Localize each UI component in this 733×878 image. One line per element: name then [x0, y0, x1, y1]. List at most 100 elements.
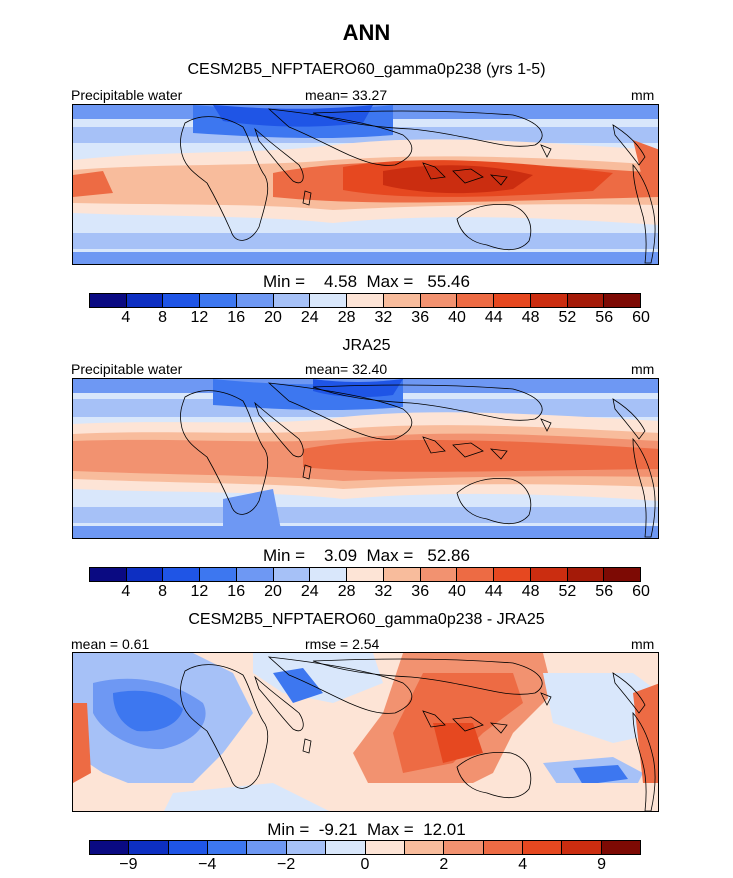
- panel-2-map: [72, 378, 659, 539]
- panel-1-map-svg: [73, 105, 658, 264]
- colorbar-tick-label: −4: [198, 856, 217, 873]
- colorbar-tick-label: 36: [411, 583, 430, 600]
- colorbar-tick-label: 12: [190, 583, 209, 600]
- panel-3-minmax: Min = -9.21 Max = 12.01: [267, 820, 466, 839]
- colorbar-swatch: [420, 568, 458, 581]
- colorbar-swatch: [310, 294, 348, 307]
- colorbar-tick-label: 44: [484, 309, 503, 326]
- colorbar-swatch: [383, 294, 421, 307]
- colorbar-swatch: [457, 294, 495, 307]
- colorbar-tick-label: 24: [300, 583, 319, 600]
- panel-3-rmse-label: rmse = 2.54: [305, 636, 380, 652]
- panel-1-units: mm: [631, 87, 655, 103]
- colorbar-swatch: [420, 294, 458, 307]
- colorbar-tick-label: 16: [227, 309, 246, 326]
- colorbar-tick-label: 28: [337, 583, 356, 600]
- panel-2-map-svg: [73, 379, 658, 538]
- colorbar-tick-label: −9: [119, 856, 138, 873]
- panel-2-units: mm: [631, 361, 655, 377]
- colorbar-tick-label: 52: [558, 309, 577, 326]
- colorbar-swatch: [494, 294, 531, 307]
- colorbar-tick-label: 56: [595, 583, 614, 600]
- colorbar-tick-label: 60: [632, 583, 650, 600]
- panel-2-mean-label: mean= 32.40: [305, 361, 388, 377]
- colorbar-swatch: [90, 568, 127, 581]
- colorbar-tick-label: 40: [448, 583, 466, 600]
- colorbar-swatch: [310, 568, 348, 581]
- colorbar-tick-label: 0: [360, 856, 370, 873]
- colorbar-swatch: [365, 841, 405, 854]
- colorbar-tick-label: −2: [277, 856, 296, 873]
- colorbar-tick-label: 48: [521, 583, 540, 600]
- colorbar-tick-label: 4: [121, 309, 131, 326]
- colorbar-swatch: [326, 841, 366, 854]
- colorbar-swatch: [200, 568, 237, 581]
- panel-2-minmax: Min = 3.09 Max = 52.86: [263, 546, 470, 565]
- colorbar-tick-label: 4: [518, 856, 528, 873]
- colorbar-tick-label: 9: [597, 856, 607, 873]
- colorbar-swatch: [567, 568, 605, 581]
- colorbar-swatch: [90, 294, 127, 307]
- colorbar-swatch: [604, 568, 641, 581]
- panel-1-mean-label: mean= 33.27: [305, 87, 388, 103]
- colorbar-swatch: [247, 841, 287, 854]
- colorbar-tick-label: 28: [337, 309, 356, 326]
- colorbar-tick-label: 12: [190, 309, 209, 326]
- colorbar-swatch: [286, 841, 327, 854]
- colorbar-tick-label: 8: [158, 583, 168, 600]
- colorbar-swatch: [444, 841, 484, 854]
- colorbar-swatch: [126, 568, 164, 581]
- colorbar-swatch: [126, 294, 164, 307]
- panel-2-colorbar: [89, 567, 641, 582]
- colorbar-tick-label: 32: [374, 583, 393, 600]
- colorbar-tick-label: 40: [448, 309, 466, 326]
- panel-2-title: JRA25: [342, 337, 391, 354]
- panel-3-title: CESM2B5_NFPTAERO60_gamma0p238 - JRA25: [188, 611, 545, 628]
- colorbar-tick-label: 44: [484, 583, 503, 600]
- colorbar-swatch: [604, 294, 641, 307]
- colorbar-tick-label: 36: [411, 309, 430, 326]
- panel-1-variable-label: Precipitable water: [71, 87, 183, 103]
- colorbar-tick-label: 24: [300, 309, 319, 326]
- figure-title: ANN: [342, 20, 391, 45]
- colorbar-swatch: [530, 568, 568, 581]
- panel-1-colorbar: [89, 293, 641, 308]
- colorbar-swatch: [129, 841, 169, 854]
- colorbar-swatch: [236, 294, 274, 307]
- colorbar-tick-label: 16: [227, 583, 246, 600]
- panel-3-map: [72, 652, 659, 812]
- colorbar-swatch: [530, 294, 568, 307]
- colorbar-swatch: [522, 841, 563, 854]
- panel-1-minmax: Min = 4.58 Max = 55.46: [263, 272, 470, 291]
- colorbar-swatch: [168, 841, 209, 854]
- colorbar-swatch: [562, 841, 602, 854]
- panel-2-variable-label: Precipitable water: [71, 361, 183, 377]
- colorbar-swatch: [567, 294, 605, 307]
- colorbar-swatch: [404, 841, 445, 854]
- colorbar-swatch: [483, 841, 523, 854]
- colorbar-tick-label: 4: [121, 583, 131, 600]
- colorbar-swatch: [383, 568, 421, 581]
- colorbar-swatch: [163, 294, 201, 307]
- colorbar-tick-label: 20: [264, 583, 282, 600]
- colorbar-tick-label: 2: [439, 856, 449, 873]
- panel-3-mean-label: mean = 0.61: [71, 636, 150, 652]
- colorbar-swatch: [457, 568, 495, 581]
- panel-3-units: mm: [631, 636, 655, 652]
- colorbar-swatch: [273, 294, 311, 307]
- colorbar-swatch: [273, 568, 311, 581]
- colorbar-swatch: [494, 568, 531, 581]
- colorbar-swatch: [601, 841, 641, 854]
- colorbar-swatch: [208, 841, 248, 854]
- colorbar-tick-label: 20: [264, 309, 282, 326]
- colorbar-swatch: [200, 294, 237, 307]
- panel-3-colorbar: [89, 840, 641, 855]
- panel-1-map: [72, 104, 659, 265]
- colorbar-swatch: [347, 568, 384, 581]
- colorbar-swatch: [347, 294, 384, 307]
- colorbar-tick-label: 48: [521, 309, 540, 326]
- colorbar-tick-label: 60: [632, 309, 650, 326]
- colorbar-swatch: [163, 568, 201, 581]
- panel-1-title: CESM2B5_NFPTAERO60_gamma0p238 (yrs 1-5): [187, 61, 546, 78]
- colorbar-tick-label: 52: [558, 583, 577, 600]
